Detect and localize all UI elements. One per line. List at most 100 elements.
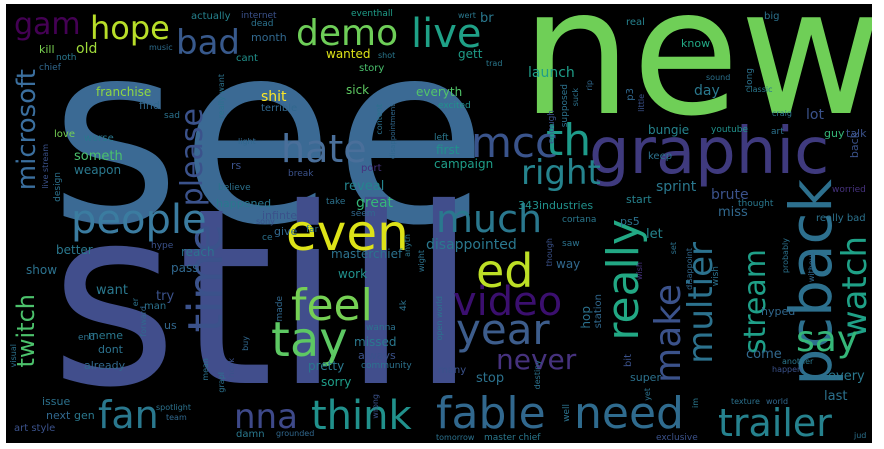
word-im: im (691, 398, 700, 409)
word-big: big (764, 11, 780, 22)
word-community: community (361, 361, 412, 371)
word-everyth: everyth (416, 85, 463, 99)
word-shot: shot (378, 51, 396, 60)
word-eventhall: eventhall (351, 9, 393, 19)
word-far: believe (218, 183, 251, 193)
word-youtube: youtube (711, 125, 749, 135)
word-mcc: mcc (471, 118, 559, 167)
word-hook: hook (227, 358, 236, 378)
word-wanna: wanna (366, 323, 396, 333)
word-ed: ed (476, 244, 534, 298)
word-demo: demo (296, 13, 399, 54)
word-spotlight: spotlight (156, 403, 192, 412)
word-sound: sound (706, 73, 731, 82)
word-please: please (175, 108, 210, 207)
word-brute: brute (711, 187, 749, 203)
word-many: many (438, 365, 467, 376)
word-wrong: wrong (371, 394, 380, 419)
word-miss: miss (718, 205, 748, 220)
word-art: art (771, 127, 784, 137)
word-month: month (251, 31, 287, 44)
word-team: team (166, 413, 187, 422)
word-lot: lot (806, 107, 824, 123)
word-open-world: open world (435, 296, 444, 341)
word-nna: nna (234, 397, 298, 437)
word-guy: guy (824, 127, 845, 140)
word-343industries: 343industries (518, 199, 594, 212)
word-anyth: wight (417, 250, 426, 273)
word-exclusive: exclusive (656, 433, 698, 443)
word-bit: bit (623, 354, 634, 368)
word-real: real (626, 17, 645, 28)
word-hop: hop (579, 306, 593, 329)
word-stream: stream (738, 249, 773, 355)
word-much: much (436, 197, 543, 241)
word-gam: gam (14, 7, 81, 42)
word-reach: reach (181, 245, 215, 259)
word-suck: supposed (560, 84, 570, 128)
word-trad: trad (486, 59, 503, 68)
word-made: made (275, 296, 285, 322)
word-br: long (745, 68, 755, 88)
word-say: say (796, 319, 859, 360)
word-people: people (71, 197, 207, 243)
word-noth: noth (56, 53, 77, 63)
word-hate: hate (281, 127, 367, 171)
word-new: new (521, 4, 872, 155)
word-grounded: grounded (276, 429, 315, 438)
word-last: last (824, 389, 848, 404)
word-let: let (646, 227, 663, 242)
word-excited: excited (438, 101, 471, 111)
word-live: live (411, 11, 482, 57)
word-issue: issue (42, 395, 71, 408)
word-actually: actually (191, 11, 231, 22)
word-old: old (76, 41, 98, 57)
word-grapl: grapl (217, 372, 226, 393)
word-franchise: franchise (96, 85, 152, 99)
word-wish: wish (635, 262, 644, 281)
word-someth: someth (74, 149, 123, 164)
word-feel: feel (291, 280, 373, 331)
word-port: port (361, 163, 382, 174)
word-break: break (288, 169, 314, 179)
word-start: start (626, 193, 652, 206)
word-another: another (782, 357, 814, 366)
word-hype: hype (151, 241, 174, 251)
word-give: far (306, 225, 319, 235)
word-thought: thought (738, 199, 774, 209)
word-need: need (574, 388, 684, 439)
word-supposed: rip (585, 80, 594, 91)
word-sorry: sorry (321, 375, 352, 389)
word-missed: missed (354, 335, 397, 349)
word-well: well (562, 404, 572, 422)
word-cant: cant (236, 53, 258, 64)
word-4k: 4k (399, 300, 409, 311)
word-gen: gen (74, 409, 95, 422)
word-pass: pass (171, 261, 199, 275)
word-sprint: sprint (656, 179, 697, 195)
word-craig: craig (772, 109, 792, 118)
word-fable: fable (436, 388, 546, 439)
word-enough: content (375, 104, 384, 135)
word-p3: suck (571, 88, 580, 107)
word-forward: anyth (403, 234, 412, 257)
word-disappoint: wish (711, 266, 721, 287)
word-tay: tay (271, 312, 348, 368)
word-day: day (694, 83, 720, 99)
word-still: still (50, 156, 478, 441)
word-already: already (84, 359, 126, 372)
word-way: way (556, 257, 581, 271)
word-ps5: ps5 (620, 215, 640, 228)
word-live-stream: design (53, 172, 63, 202)
word-bad: bad (176, 23, 240, 63)
word-even: even (286, 204, 409, 262)
word-set: disappoint (685, 248, 694, 290)
word-fan: fan (98, 393, 159, 437)
word-chief: chief (39, 63, 61, 73)
word-art-style: art style (14, 423, 56, 434)
word-show: show (26, 263, 58, 277)
word-really-bad: really bad (816, 213, 866, 224)
word-really-want: live stream (41, 144, 50, 189)
word-master-chief: master chief (484, 433, 541, 443)
word-wanted: wanted (326, 47, 371, 61)
